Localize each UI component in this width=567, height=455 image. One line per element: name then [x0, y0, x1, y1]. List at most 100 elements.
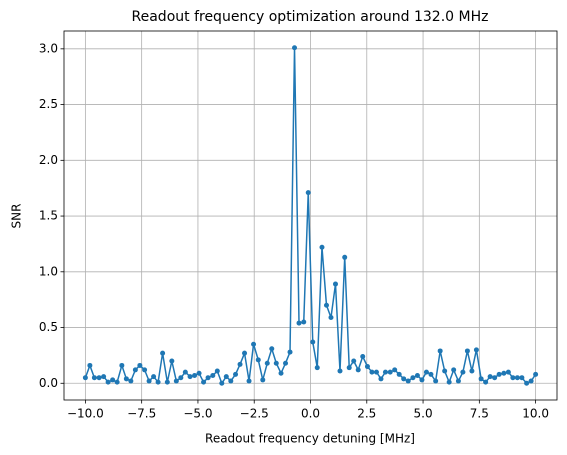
marker — [283, 360, 289, 366]
x-tick-label: −7.5 — [127, 407, 156, 421]
marker — [410, 375, 416, 381]
marker — [269, 346, 275, 352]
marker — [214, 368, 220, 374]
marker — [119, 362, 125, 368]
marker — [373, 369, 379, 375]
marker — [264, 360, 270, 366]
marker — [396, 371, 402, 377]
marker — [319, 244, 325, 250]
marker — [260, 377, 266, 383]
marker — [237, 361, 243, 367]
marker — [142, 367, 148, 373]
marker — [328, 315, 334, 321]
marker — [460, 369, 466, 375]
marker — [382, 369, 388, 375]
marker — [178, 375, 184, 381]
y-tick-label: 0.5 — [39, 320, 58, 334]
marker — [110, 377, 116, 383]
marker — [337, 368, 343, 374]
plot-frame — [63, 30, 558, 401]
x-tick-label: 10.0 — [522, 407, 549, 421]
marker — [478, 376, 484, 382]
y-tick-label: 1.5 — [39, 209, 58, 223]
marker — [228, 378, 234, 384]
marker — [469, 368, 475, 374]
y-tick-label: 2.5 — [39, 97, 58, 111]
marker — [455, 378, 461, 384]
marker — [524, 380, 530, 386]
marker — [487, 374, 493, 380]
marker — [296, 320, 302, 326]
marker — [492, 375, 498, 381]
x-tick-label: −10.0 — [67, 407, 104, 421]
marker — [401, 376, 407, 382]
marker — [364, 364, 370, 370]
marker — [405, 378, 411, 384]
marker — [292, 45, 298, 51]
marker — [442, 368, 448, 374]
marker — [278, 370, 284, 376]
marker — [323, 302, 329, 308]
marker — [251, 341, 257, 347]
marker — [437, 348, 443, 354]
marker — [414, 372, 420, 378]
marker — [192, 372, 198, 378]
x-tick-label: 5.0 — [414, 407, 433, 421]
marker — [233, 371, 239, 377]
marker — [519, 375, 525, 381]
marker — [528, 378, 534, 384]
marker — [160, 350, 166, 356]
marker — [301, 319, 307, 325]
marker — [173, 378, 179, 384]
marker — [91, 375, 97, 381]
x-tick-label: 0.0 — [301, 407, 320, 421]
marker — [510, 375, 516, 381]
marker — [242, 350, 248, 356]
chart-title: Readout frequency optimization around 13… — [132, 9, 489, 25]
marker — [146, 378, 152, 384]
marker — [514, 375, 520, 381]
marker — [164, 379, 170, 385]
marker — [123, 376, 129, 382]
marker — [105, 379, 111, 385]
marker — [369, 369, 375, 375]
marker — [196, 370, 202, 376]
marker — [155, 379, 161, 385]
marker — [392, 367, 398, 373]
marker — [96, 375, 102, 381]
marker — [433, 378, 439, 384]
marker — [128, 378, 134, 384]
x-tick-label: −5.0 — [183, 407, 212, 421]
marker — [169, 358, 175, 364]
x-tick-label: 2.5 — [357, 407, 376, 421]
marker — [501, 370, 507, 376]
marker — [419, 377, 425, 383]
marker — [496, 371, 502, 377]
y-tick-label: 0.0 — [39, 376, 58, 390]
marker — [533, 371, 539, 377]
marker — [332, 281, 338, 287]
marker — [151, 374, 157, 380]
marker — [305, 190, 311, 196]
y-tick-label: 3.0 — [39, 41, 58, 55]
marker — [114, 379, 120, 385]
marker — [451, 367, 457, 373]
marker — [205, 375, 211, 381]
marker — [378, 376, 384, 382]
marker — [387, 369, 393, 375]
marker — [223, 374, 229, 380]
marker — [87, 362, 93, 368]
marker — [346, 365, 352, 371]
marker — [137, 362, 143, 368]
marker — [483, 379, 489, 385]
marker — [132, 367, 138, 373]
marker — [201, 379, 207, 385]
marker — [314, 365, 320, 371]
x-tick-label: 7.5 — [470, 407, 489, 421]
marker — [351, 358, 357, 364]
x-axis-label: Readout frequency detuning [MHz] — [205, 432, 415, 446]
marker — [423, 369, 429, 375]
marker — [219, 380, 225, 386]
marker — [82, 375, 88, 381]
